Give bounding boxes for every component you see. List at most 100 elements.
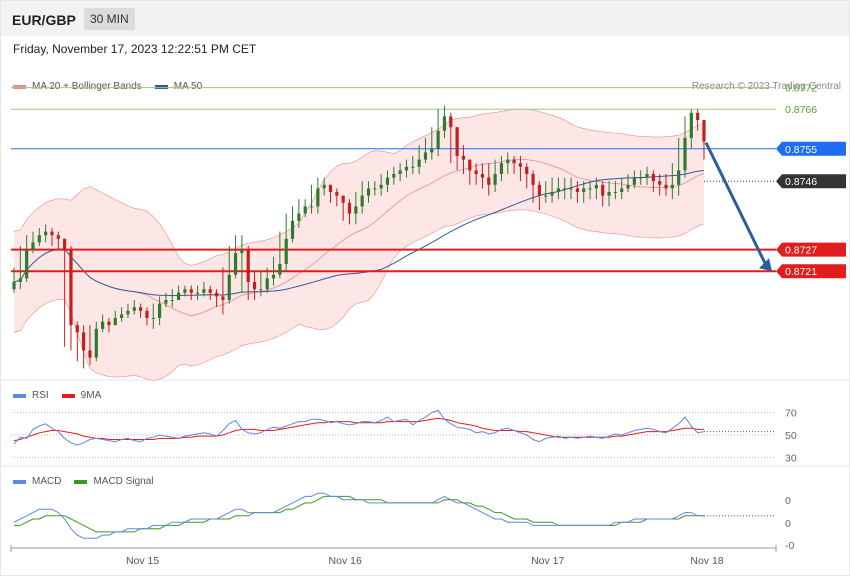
candle-body — [208, 289, 212, 293]
y-axis-label-0.8746: 0.8746 — [785, 176, 817, 188]
candle-body — [480, 174, 485, 178]
macd-signal-legend-label: MACD Signal — [93, 476, 154, 487]
price-tag-0.8727 — [776, 242, 846, 257]
candle-body — [316, 188, 320, 207]
candle-body — [290, 220, 295, 239]
candle-body — [442, 116, 447, 131]
candle-body — [107, 321, 111, 326]
x-tick-label: Nov 18 — [690, 555, 723, 567]
candle-body — [689, 112, 693, 138]
rsi-ma-legend-label: 9MA — [80, 390, 102, 401]
candle-body — [594, 184, 598, 189]
candle-body — [170, 300, 174, 301]
rsi-legend: RSI 9MA — [13, 390, 101, 401]
macd-axis-label: -0 — [785, 540, 794, 552]
x-tick-label: Nov 16 — [329, 555, 362, 567]
ma50-swatch — [154, 84, 168, 89]
symbol-title: EUR/GBP — [12, 12, 76, 28]
candle-body — [341, 195, 345, 203]
candle-body — [202, 289, 206, 293]
candle-body — [322, 184, 326, 189]
price-legend: MA 20 + Bollinger Bands MA 50 — [13, 81, 202, 92]
candle-body — [227, 274, 231, 300]
ma50-line — [13, 170, 705, 297]
candle-body — [354, 206, 358, 214]
candle-body — [240, 249, 244, 254]
candle-body — [385, 177, 390, 185]
candle-body — [12, 282, 16, 290]
price-tag-0.8721 — [776, 264, 846, 279]
candle-body — [544, 195, 548, 197]
candle-body — [651, 174, 655, 182]
candle-body — [373, 188, 377, 190]
candle-body — [468, 159, 472, 171]
candle-body — [601, 184, 605, 196]
candle-body — [537, 184, 542, 196]
candle-body — [525, 166, 529, 174]
rsi-line — [13, 409, 705, 446]
candle-body — [588, 188, 592, 190]
candle-body — [436, 130, 440, 149]
candle-body — [449, 116, 453, 128]
candle-body — [126, 310, 130, 315]
bollinger-legend-label: MA 20 + Bollinger Bands — [32, 81, 142, 92]
macd-signal-line — [14, 495, 704, 533]
candle-body — [164, 300, 168, 304]
macd-legend: MACD MACD Signal — [13, 476, 153, 487]
candle-body — [411, 166, 415, 168]
candle-body — [696, 112, 700, 120]
candle-body — [94, 328, 98, 358]
candle-body — [176, 292, 181, 300]
candle-body — [531, 174, 535, 185]
candle-body — [677, 170, 681, 185]
candle-body — [607, 192, 611, 196]
candle-body — [303, 206, 307, 214]
rsi-axis-label: 70 — [785, 408, 797, 420]
candle-body — [284, 238, 288, 264]
candle-body — [461, 156, 466, 160]
candle-body — [246, 249, 250, 282]
candle-body — [347, 202, 352, 214]
rsi-axis-label: 30 — [785, 452, 797, 464]
candle-body — [221, 296, 225, 300]
candle-body — [645, 174, 649, 178]
candle-body — [455, 127, 459, 156]
bollinger-upper-line — [13, 108, 705, 266]
rsi-legend-label: RSI — [32, 390, 49, 401]
candle-body — [157, 303, 162, 318]
candle-body — [550, 192, 554, 196]
candle-body — [101, 321, 105, 329]
candle-body — [613, 192, 617, 193]
candle-body — [252, 282, 257, 290]
y-axis-label-0.8772: 0.8772 — [785, 83, 817, 95]
candle-body — [493, 174, 497, 185]
candle-body — [214, 292, 219, 297]
candle-body — [423, 152, 428, 160]
macd-axis-label: 0 — [785, 495, 791, 507]
candle-body — [582, 188, 586, 192]
rsi-swatch — [13, 393, 26, 398]
candle-body — [56, 235, 60, 239]
macd-line — [13, 492, 704, 539]
candle-body — [233, 253, 238, 275]
price-tag-0.8746 — [776, 174, 846, 189]
y-axis-label-0.8721: 0.8721 — [785, 266, 817, 278]
timeframe-badge[interactable]: 30 MIN — [84, 8, 135, 30]
candle-body — [430, 148, 434, 153]
candle-body — [309, 206, 314, 208]
y-axis-label-0.8727: 0.8727 — [785, 245, 817, 257]
candle-body — [50, 231, 54, 236]
candle-body — [569, 188, 573, 190]
candle-body — [189, 289, 193, 293]
candle-body — [259, 289, 263, 291]
candle-body — [474, 170, 478, 174]
candle-body — [506, 159, 510, 164]
candle-body — [113, 318, 117, 326]
candle-body — [82, 332, 86, 351]
candle-body — [702, 120, 706, 142]
y-axis-label-0.8766: 0.8766 — [785, 104, 817, 116]
candle-body — [487, 177, 491, 185]
macd-legend-label: MACD — [32, 476, 62, 487]
candle-body — [297, 213, 301, 221]
